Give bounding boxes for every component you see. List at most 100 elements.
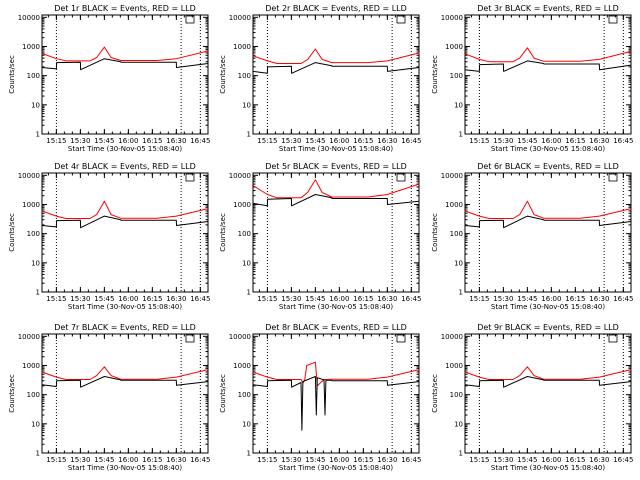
y-tick-label: 1000 [22,201,40,209]
x-tick-label: 16:00 [329,137,349,145]
y-tick-label: 10000 [441,333,463,341]
x-tick-label: 16:45 [613,295,633,303]
y-tick-label: 100 [27,230,40,238]
chart-panel: Det 8r BLACK = Events, RED = LLD 1 10 100 10… [219,323,421,472]
chart-title: Det 3r BLACK = Events, RED = LLD [477,4,619,13]
chart-panel: Det 6r BLACK = Events, RED = LLD 1 10 100 10… [431,162,633,311]
chart-panel: Det 5r BLACK = Events, RED = LLD 1 10 100 10… [219,162,421,311]
series-line-black [41,215,209,229]
y-axis-label: Counts/sec [431,55,439,94]
y-tick-label: 1 [459,450,463,458]
x-axis-label: Start Time (30-Nov-05 15:08:40) [491,145,605,153]
y-tick-label: 10000 [18,333,40,341]
y-tick-label: 1 [36,289,40,297]
x-tick-label: 16:15 [565,456,585,464]
y-tick-label: 1 [247,450,251,458]
series-line-black [464,376,632,388]
x-tick-label: 16:30 [166,137,186,145]
y-tick-label: 10000 [229,172,251,180]
y-tick-label: 10 [242,101,251,109]
y-tick-label: 10000 [229,14,251,22]
plot-frame [252,172,420,293]
x-axis-label: Start Time (30-Nov-05 15:08:40) [68,303,182,311]
x-tick-label: 15:45 [305,456,325,464]
x-tick-label: 15:45 [517,137,537,145]
y-tick-label: 1 [247,131,251,139]
x-tick-label: 15:15 [257,137,277,145]
legend-box [396,15,406,24]
x-tick-label: 16:30 [377,295,397,303]
x-tick-label: 16:15 [142,295,162,303]
y-axis-label: Counts/sec [8,374,16,413]
series-line-red [252,361,420,387]
x-tick-label: 16:15 [353,137,373,145]
series-line-black [41,58,209,71]
chart-panel: Det 1r BLACK = Events, RED = LLD 1 10 100 10… [8,4,210,153]
chart-panel: Det 2r BLACK = Events, RED = LLD 1 10 100 10… [219,4,421,153]
chart-title: Det 6r BLACK = Events, RED = LLD [477,162,619,171]
y-axis-label: Counts/sec [8,55,16,94]
x-tick-label: 15:15 [469,137,489,145]
x-tick-label: 16:00 [329,456,349,464]
x-tick-label: 16:00 [329,295,349,303]
x-tick-label: 16:00 [541,456,561,464]
x-tick-label: 16:30 [589,295,609,303]
x-tick-label: 15:30 [493,137,513,145]
x-tick-label: 16:15 [565,295,585,303]
y-tick-label: 1000 [233,201,251,209]
chart-title: Det 7r BLACK = Events, RED = LLD [54,323,196,332]
series-line-black [252,376,420,431]
plot-frame [41,172,209,293]
x-tick-label: 16:15 [565,137,585,145]
legend-box [396,334,406,343]
x-axis-label: Start Time (30-Nov-05 15:08:40) [491,303,605,311]
x-tick-label: 15:45 [517,295,537,303]
x-tick-label: 15:30 [281,137,301,145]
series-line-black [252,194,420,207]
y-tick-label: 10 [242,420,251,428]
series-line-black [252,62,420,74]
series-line-red [464,47,632,63]
legend-box [396,173,406,182]
y-tick-label: 1000 [445,362,463,370]
x-axis-label: Start Time (30-Nov-05 15:08:40) [279,303,393,311]
legend-box [608,15,618,24]
x-tick-label: 16:00 [118,295,138,303]
y-tick-label: 100 [450,230,463,238]
y-tick-label: 100 [238,230,251,238]
y-tick-label: 100 [238,391,251,399]
x-axis-label: Start Time (30-Nov-05 15:08:40) [68,464,182,472]
y-axis-label: Counts/sec [219,55,227,94]
y-tick-label: 10 [454,420,463,428]
legend-box [608,173,618,182]
y-tick-label: 10 [31,420,40,428]
x-tick-label: 15:15 [469,295,489,303]
series-line-black [464,215,632,229]
x-tick-label: 16:00 [541,295,561,303]
series-line-red [41,46,209,62]
y-axis-label: Counts/sec [219,213,227,252]
x-axis-label: Start Time (30-Nov-05 15:08:40) [279,464,393,472]
y-tick-label: 100 [27,72,40,80]
y-axis-label: Counts/sec [431,374,439,413]
y-tick-label: 1 [36,131,40,139]
x-tick-label: 15:15 [46,137,66,145]
series-line-black [464,60,632,72]
y-tick-label: 10 [31,101,40,109]
x-tick-label: 16:45 [613,137,633,145]
legend-box [185,15,195,24]
x-tick-label: 15:30 [70,137,90,145]
plot-frame [464,14,632,135]
y-tick-label: 10000 [229,333,251,341]
x-tick-label: 16:15 [142,137,162,145]
y-tick-label: 1000 [22,43,40,51]
chart-title: Det 4r BLACK = Events, RED = LLD [54,162,196,171]
series-line-red [464,366,632,380]
chart-title: Det 2r BLACK = Events, RED = LLD [265,4,407,13]
series-line-black [41,376,209,388]
chart-title: Det 5r BLACK = Events, RED = LLD [265,162,407,171]
chart-panel: Det 4r BLACK = Events, RED = LLD 1 10 100 10… [8,162,210,311]
x-tick-label: 16:00 [541,137,561,145]
y-tick-label: 10 [454,259,463,267]
chart-panel: Det 7r BLACK = Events, RED = LLD 1 10 100 10… [8,323,210,472]
